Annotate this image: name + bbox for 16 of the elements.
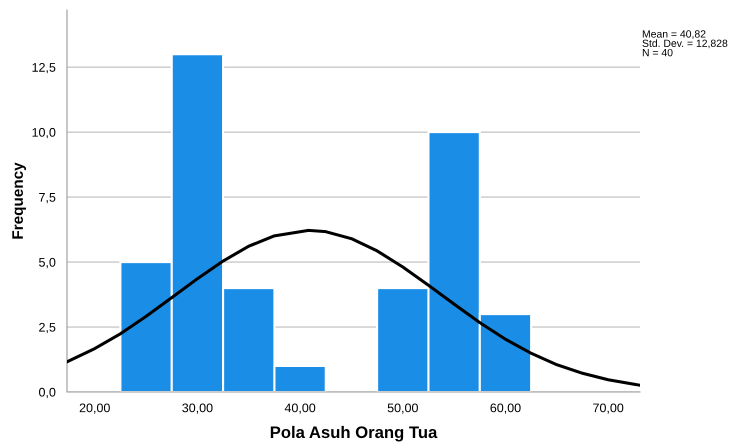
- line-series: [67, 228, 640, 387]
- x-tick-label: 40,00: [284, 403, 316, 414]
- y-tick-label: 5,0: [39, 258, 56, 268]
- y-tick-label: 12,5: [32, 62, 56, 74]
- x-tick-label: 70,00: [593, 403, 624, 414]
- text: Mean = 40,82 Std. Dev. = 12,828 N = 40: [642, 30, 728, 56]
- x-tick-label: 60,00: [490, 403, 521, 414]
- x-tick-label: 50,00: [388, 403, 418, 414]
- y-tick-label: 2,5: [39, 322, 56, 334]
- y-tick-label: 7,5: [39, 193, 56, 204]
- y-tick-label: 0,0: [39, 388, 56, 398]
- x-axis-title: Pola Asuh Orang Tua: [270, 426, 438, 442]
- x-tick-label: 20,00: [80, 403, 110, 414]
- y-axis-title: Frequency: [12, 162, 26, 239]
- y-tick-label: 10,0: [32, 128, 56, 138]
- x-tick-label: 30,00: [182, 403, 213, 414]
